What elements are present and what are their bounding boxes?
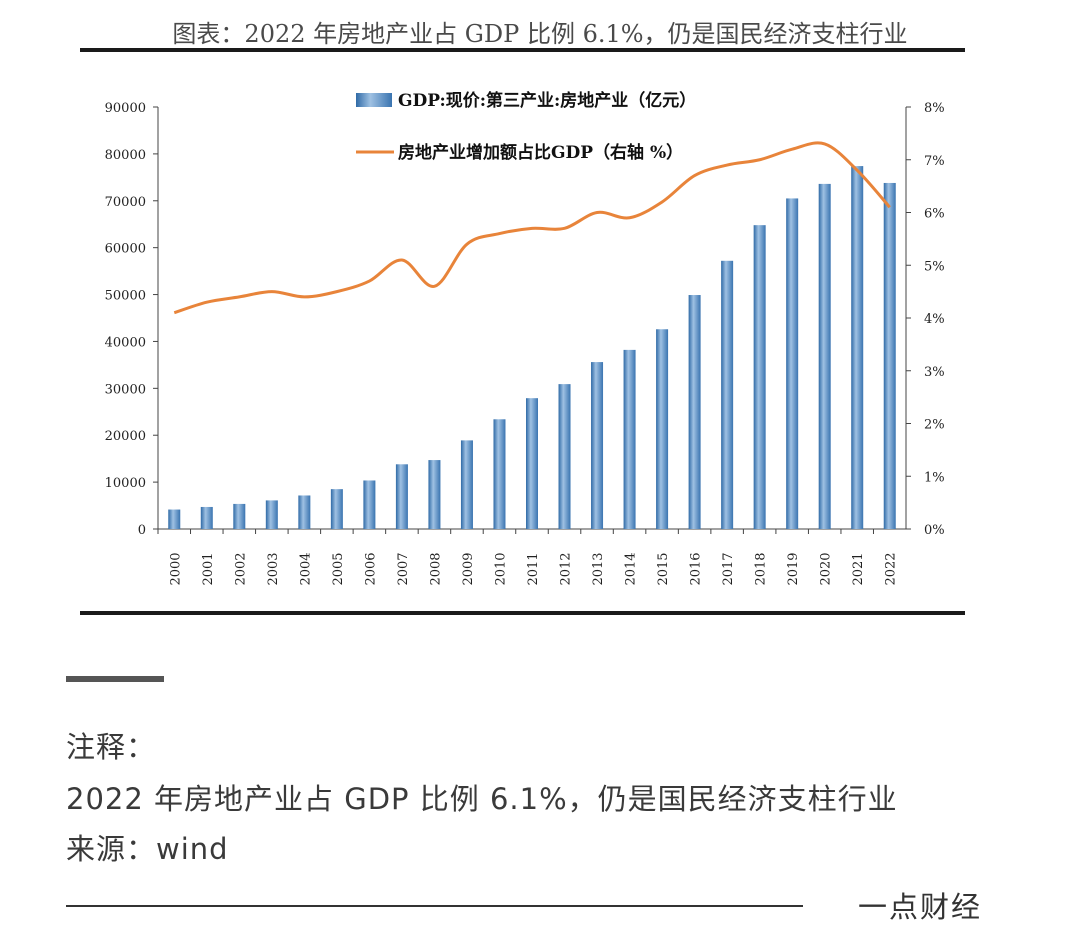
bar [591,362,604,529]
x-tick-label: 2020 [819,552,834,585]
x-tick-label: 2018 [754,552,769,585]
bar [753,225,766,529]
right-tick-label: 2% [924,418,945,433]
x-tick-label: 2008 [428,552,443,585]
x-tick-label: 2019 [786,552,801,585]
x-tick-label: 2021 [851,552,866,585]
note-accent-bar [66,676,164,682]
x-tick-label: 2004 [298,552,313,585]
x-tick-label: 2011 [526,552,541,585]
x-tick-label: 2014 [624,552,639,585]
right-tick-label: 4% [924,312,945,327]
bar [656,329,669,529]
x-tick-label: 2012 [559,552,574,585]
right-tick-label: 3% [924,365,945,380]
bar [168,509,181,529]
x-tick-label: 2010 [493,552,508,585]
left-tick-label: 30000 [105,382,146,397]
right-tick-label: 1% [924,470,945,485]
x-tick-label: 2005 [331,552,346,585]
left-tick-label: 60000 [105,242,146,257]
legend-bar-swatch [356,93,392,107]
bar [851,166,864,529]
bar [363,480,376,529]
top-rule [80,48,965,52]
legend-line-label: 房地产业增加额占比GDP（右轴 %） [398,142,683,163]
bar [460,440,473,529]
bar [623,349,636,529]
left-tick-label: 50000 [105,289,146,304]
right-tick-label: 0% [924,523,945,538]
bar [883,182,896,529]
bar [395,464,408,529]
bar [721,260,734,529]
x-tick-label: 2017 [721,552,736,585]
x-tick-label: 2000 [168,552,183,585]
bar [493,419,506,529]
right-tick-label: 6% [924,207,945,222]
x-tick-label: 2007 [396,552,411,585]
note-label: 注释： [66,730,157,764]
left-tick-label: 90000 [105,101,146,116]
left-tick-label: 70000 [105,195,146,210]
x-tick-label: 2003 [266,552,281,585]
bar [688,295,701,529]
x-tick-label: 2009 [461,552,476,585]
x-tick-label: 2006 [363,552,378,585]
x-tick-label: 2002 [233,552,248,585]
figure-title: 图表：2022 年房地产业占 GDP 比例 6.1%，仍是国民经济支柱行业 [172,20,908,48]
footer-rule [66,905,803,907]
bar [200,506,213,529]
bar [233,503,246,529]
bar [265,500,278,529]
left-tick-label: 10000 [105,476,146,491]
note-body: 2022 年房地产业占 GDP 比例 6.1%，仍是国民经济支柱行业 [66,782,898,816]
left-tick-label: 40000 [105,335,146,350]
bar [298,495,311,529]
x-tick-label: 2013 [591,552,606,585]
legend-bar-label: GDP:现价:第三产业:房地产业（亿元） [398,90,696,111]
note-source: 来源：wind [66,832,229,866]
bar [526,398,538,529]
x-tick-label: 2015 [656,552,671,585]
left-tick-label: 80000 [105,148,146,163]
right-tick-label: 8% [924,101,945,116]
bottom-rule [80,611,965,615]
left-tick-label: 20000 [105,429,146,444]
left-tick-label: 0 [138,523,146,538]
bar [818,183,831,530]
x-tick-label: 2001 [201,552,216,585]
right-tick-label: 5% [924,259,945,274]
bar [786,198,799,529]
bar [428,460,441,529]
bar [330,489,343,529]
series-line-share-of-gdp [173,141,891,315]
brand-name: 一点财经 [858,890,983,924]
chart: 0 10000 20000 30000 40000 50000 60000 70000 8000… [105,90,945,586]
x-tick-label: 2016 [689,552,704,585]
bar [558,384,571,529]
right-tick-label: 7% [924,154,945,169]
x-tick-label: 2022 [884,552,899,585]
